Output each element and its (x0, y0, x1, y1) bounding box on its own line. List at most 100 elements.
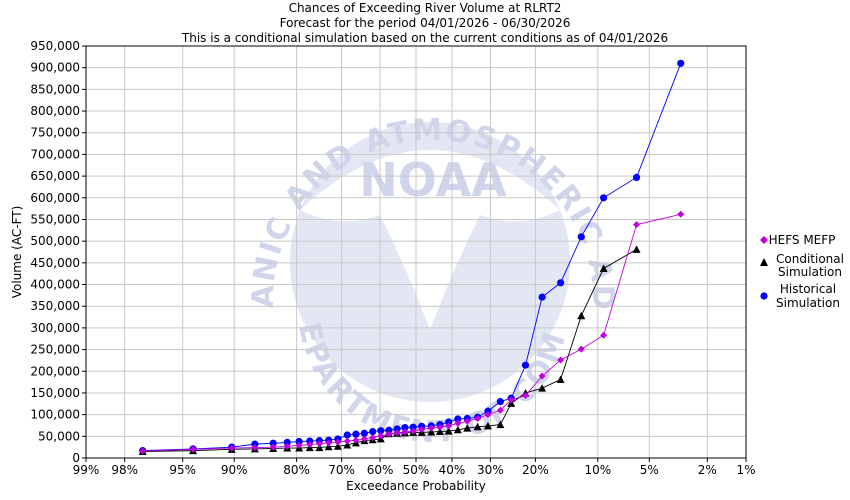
data-point-conditional-simulation (444, 427, 453, 435)
legend: HEFS MEFP Conditional Simulation Histori… (760, 233, 844, 310)
data-point-historical-simulation (369, 427, 377, 436)
data-point-hefs-mefp (538, 372, 546, 380)
x-tick-label: 99% (73, 463, 100, 477)
legend-item-conditional-simulation: Conditional Simulation (760, 252, 844, 279)
x-axis-ticks: 99% 98% 95% 90% 80% 70% 60% 50% 40% 30% 20% 10% 5% 2%… (73, 458, 756, 477)
x-tick-label: 95% (169, 463, 196, 477)
y-tick-label: 700,000 (30, 147, 80, 161)
y-tick-label: 350,000 (30, 299, 80, 313)
series-layer (138, 59, 685, 455)
data-point-historical-simulation (409, 423, 417, 431)
data-point-conditional-simulation (453, 425, 462, 434)
data-point-hefs-mefp (306, 441, 314, 449)
data-point-historical-simulation (283, 438, 291, 446)
y-tick-label: 100,000 (30, 408, 80, 422)
y-tick-label: 650,000 (30, 169, 80, 183)
x-tick-label: 90% (221, 463, 248, 477)
data-point-hefs-mefp (454, 419, 462, 427)
data-point-conditional-simulation (496, 420, 505, 429)
data-point-historical-simulation (557, 279, 565, 287)
series-hefs-mefp (139, 210, 685, 455)
x-tick-label: 2% (698, 463, 717, 477)
data-point-hefs-mefp (315, 440, 323, 448)
y-tick-label: 150,000 (30, 386, 80, 400)
y-axis-label: Volume (AC-FT) (10, 206, 24, 299)
y-tick-label: 50,000 (38, 429, 80, 443)
data-point-historical-simulation (343, 431, 351, 439)
data-point-conditional-simulation (435, 427, 444, 436)
data-point-hefs-mefp (269, 443, 277, 451)
data-point-conditional-simulation (315, 443, 324, 452)
watermark-bird-icon (300, 150, 560, 330)
data-point-conditional-simulation (473, 422, 482, 431)
data-point-historical-simulation (496, 398, 504, 406)
data-point-hefs-mefp (295, 441, 303, 449)
data-point-hefs-mefp (463, 417, 471, 425)
data-point-conditional-simulation (343, 440, 352, 449)
legend-marker-hefs-mefp (760, 236, 768, 244)
data-point-hefs-mefp (393, 429, 401, 437)
data-point-hefs-mefp (577, 345, 585, 353)
y-tick-label: 500,000 (30, 234, 80, 248)
y-axis-ticks: 0 50,000 100,000 150,000 200,000 250,000 300,0… (30, 39, 86, 465)
x-tick-label: 60% (367, 463, 394, 477)
chart-title-line-3: This is a conditional simulation based o… (181, 31, 668, 45)
data-point-hefs-mefp (474, 415, 482, 423)
data-point-historical-simulation (269, 439, 277, 447)
data-point-conditional-simulation (483, 421, 492, 430)
data-point-historical-simulation (632, 173, 641, 182)
data-point-hefs-mefp (139, 447, 147, 455)
data-point-historical-simulation (521, 361, 530, 369)
legend-label-conditional-line1: Conditional (776, 252, 844, 266)
data-point-hefs-mefp (385, 430, 393, 438)
data-point-conditional-simulation (324, 442, 333, 451)
legend-label-historical-line2: Simulation (776, 296, 840, 310)
data-point-hefs-mefp (377, 432, 385, 440)
data-point-historical-simulation (600, 194, 608, 202)
data-point-hefs-mefp (343, 437, 351, 445)
data-point-historical-simulation (295, 437, 303, 446)
legend-label-hefs-mefp: HEFS MEFP (769, 233, 836, 247)
data-point-hefs-mefp (401, 428, 409, 436)
data-point-historical-simulation (538, 293, 546, 301)
data-point-hefs-mefp (522, 392, 530, 400)
data-point-hefs-mefp (334, 438, 342, 446)
legend-item-hefs-mefp: HEFS MEFP (760, 233, 835, 247)
data-point-conditional-simulation (577, 311, 586, 320)
y-tick-label: 900,000 (30, 61, 80, 75)
chart-title-line-2: Forecast for the period 04/01/2026 - 06/… (280, 16, 571, 30)
data-point-historical-simulation (360, 429, 368, 437)
data-point-hefs-mefp (251, 444, 259, 452)
y-tick-label: 800,000 (30, 104, 80, 118)
data-point-historical-simulation (677, 59, 685, 67)
y-tick-label: 250,000 (30, 343, 80, 357)
data-point-historical-simulation (454, 415, 462, 423)
legend-label-conditional-line2: Simulation (778, 265, 842, 279)
y-tick-label: 950,000 (30, 39, 80, 53)
data-point-historical-simulation (401, 424, 409, 432)
data-point-historical-simulation (377, 427, 385, 435)
y-tick-label: 600,000 (30, 191, 80, 205)
x-tick-label: 98% (111, 463, 138, 477)
data-point-hefs-mefp (427, 424, 435, 432)
data-point-hefs-mefp (228, 444, 236, 452)
data-point-hefs-mefp (633, 221, 641, 229)
data-point-hefs-mefp (189, 445, 197, 453)
chart-title-line-1: Chances of Exceeding River Volume at RLR… (289, 1, 562, 15)
x-tick-label: 40% (439, 463, 466, 477)
data-point-historical-simulation (445, 418, 453, 426)
data-point-conditional-simulation (632, 245, 641, 253)
data-point-hefs-mefp (418, 425, 426, 433)
data-point-hefs-mefp (557, 356, 565, 364)
legend-label-historical-line1: Historical (780, 282, 836, 296)
watermark-center-text: NOAA (359, 153, 507, 207)
x-tick-label: 5% (640, 463, 659, 477)
data-point-conditional-simulation (427, 427, 436, 436)
data-point-hefs-mefp (436, 423, 444, 431)
data-point-hefs-mefp (507, 396, 515, 404)
data-point-hefs-mefp (677, 210, 685, 218)
y-tick-label: 450,000 (30, 256, 80, 270)
plot-grid (85, 45, 747, 459)
x-tick-label: 1% (736, 463, 755, 477)
legend-marker-conditional (760, 258, 768, 266)
